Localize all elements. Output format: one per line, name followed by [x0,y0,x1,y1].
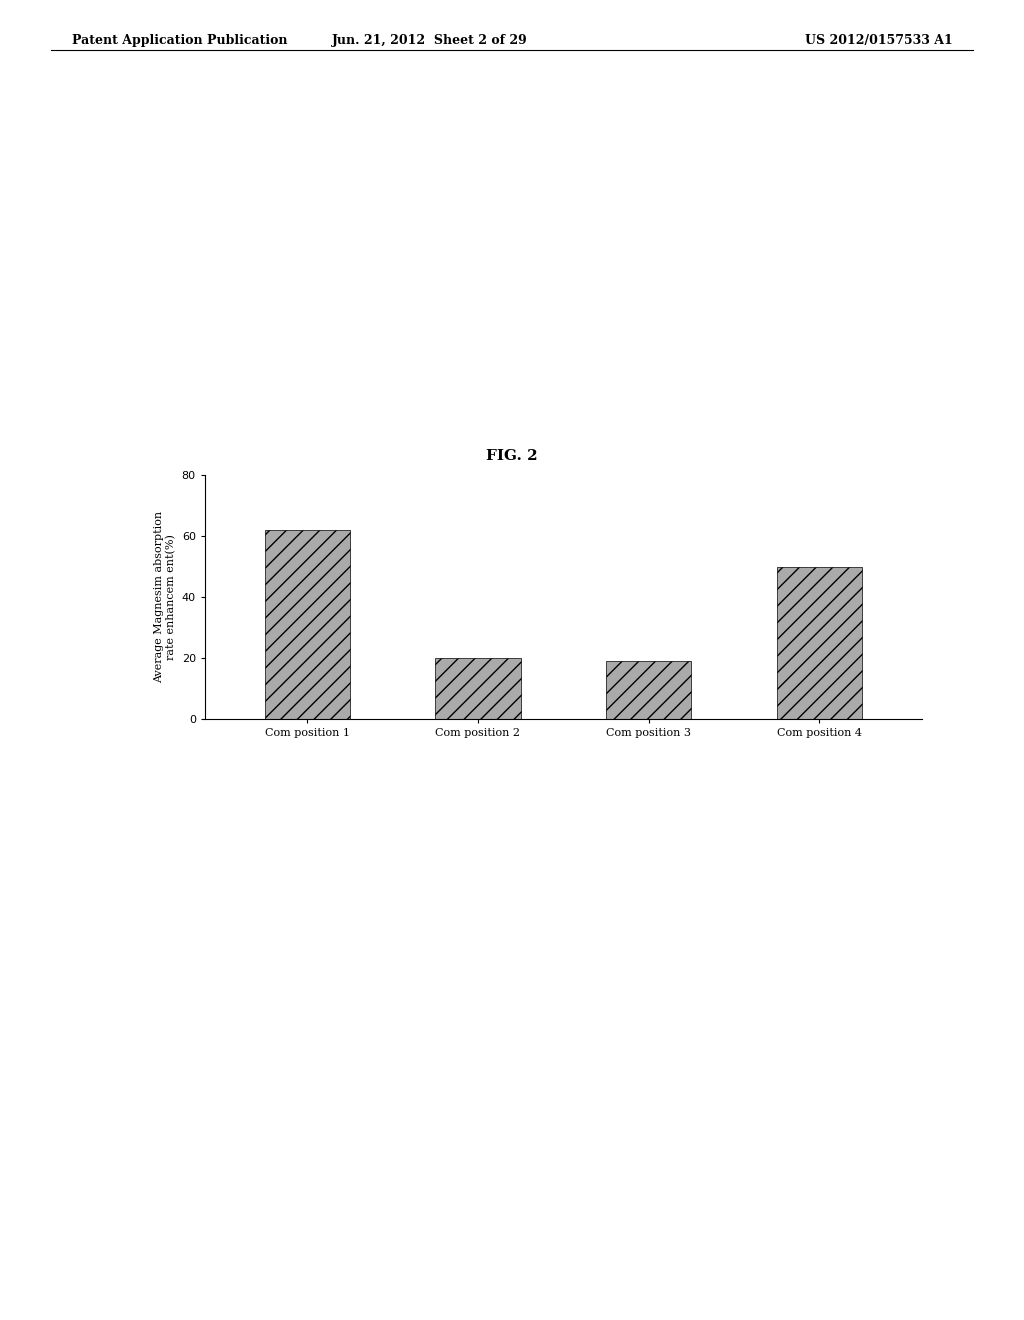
Bar [606,661,691,719]
Text: FIG. 2: FIG. 2 [486,449,538,463]
Text: US 2012/0157533 A1: US 2012/0157533 A1 [805,34,952,48]
Y-axis label: Average Magnesim absorption
rate enhancem ent(%): Average Magnesim absorption rate enhance… [155,511,176,684]
Text: Jun. 21, 2012  Sheet 2 of 29: Jun. 21, 2012 Sheet 2 of 29 [332,34,528,48]
Text: Patent Application Publication: Patent Application Publication [72,34,287,48]
Bar [776,566,862,719]
Bar [435,659,520,719]
Bar [264,531,350,719]
